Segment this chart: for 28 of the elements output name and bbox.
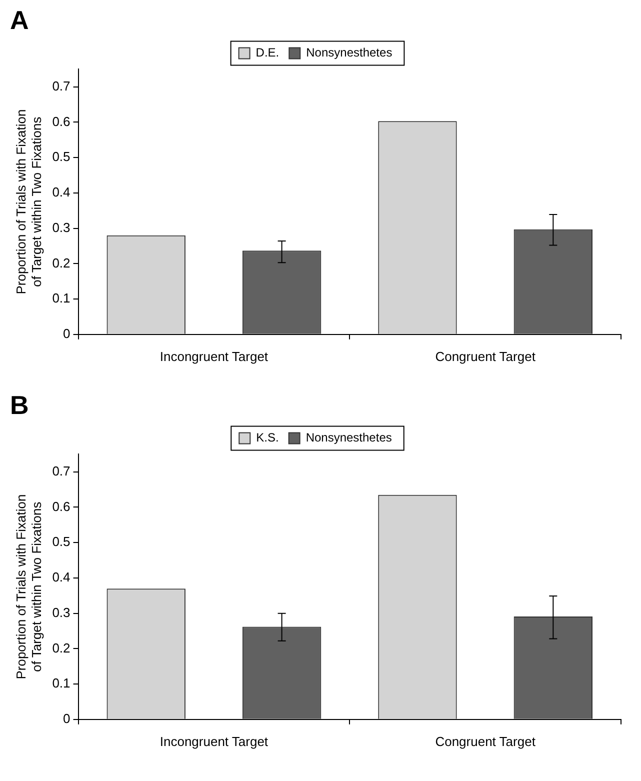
y-tick-label: 0.7 <box>52 463 70 478</box>
y-axis-title: Proportion of Trials with Fixation of Target within Two Fixations <box>13 109 44 294</box>
y-tick-label: 0.5 <box>52 149 70 164</box>
y-tick-label: 0.3 <box>52 604 70 620</box>
y-tick-label: 0.4 <box>52 570 70 585</box>
legend-label: Nonsynesthetes <box>306 430 392 445</box>
y-tick-label: 0.4 <box>52 184 70 200</box>
y-tick-label: 0.3 <box>52 220 70 235</box>
legend-label: Nonsynesthetes <box>306 46 392 60</box>
x-tick-label: Congruent Target <box>435 734 536 749</box>
legend-label: K.S. <box>256 430 279 445</box>
y-tick-label: 0 <box>63 326 70 341</box>
chart-title: A <box>10 4 29 35</box>
y-tick-label: 0.2 <box>52 640 70 656</box>
x-tick-label: Incongruent Target <box>160 348 268 364</box>
x-tick-label: Congruent Target <box>435 348 536 364</box>
y-tick-label: 0 <box>63 710 70 726</box>
chart-title: B <box>10 390 29 420</box>
y-tick-label: 0.2 <box>52 255 70 270</box>
legend-label: D.E. <box>256 46 280 60</box>
y-tick-label: 0.7 <box>52 78 70 94</box>
y-tick-label: 0.5 <box>52 534 70 550</box>
y-tick-label: 0.1 <box>52 676 70 691</box>
y-tick-label: 0.6 <box>52 114 70 129</box>
y-tick-label: 0.6 <box>52 498 70 514</box>
y-axis-title: Proportion of Trials with Fixation of Target within Two Fixations <box>13 494 44 680</box>
x-tick-label: Incongruent Target <box>160 734 268 749</box>
y-tick-label: 0.1 <box>52 290 70 306</box>
